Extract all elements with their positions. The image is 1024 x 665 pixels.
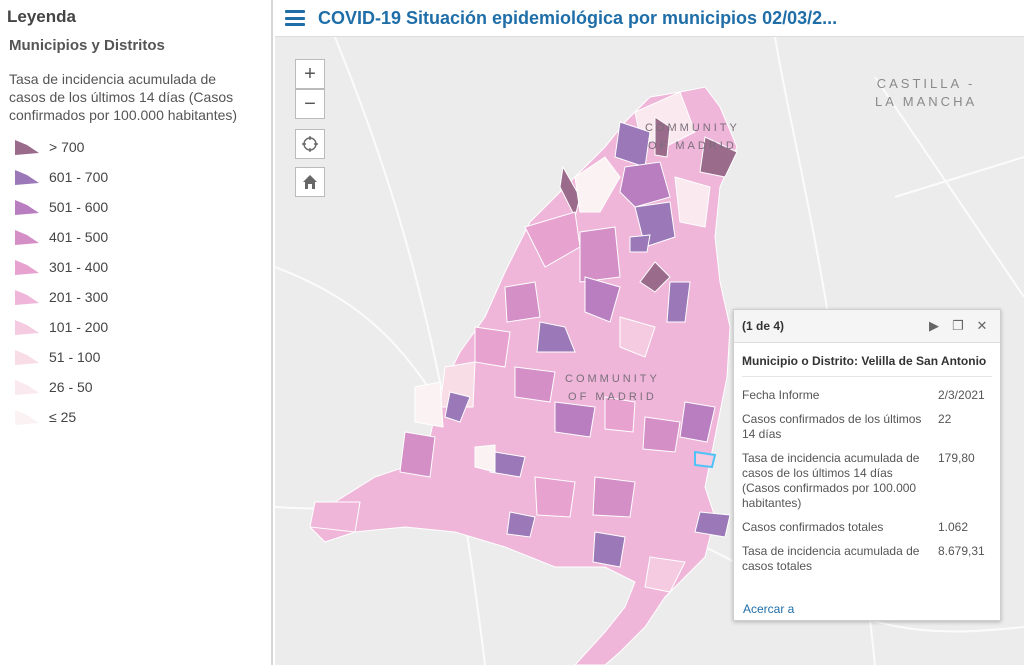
zoom-to-link[interactable]: Acercar a: [743, 602, 795, 616]
legend-panel: Leyenda Municipios y Distritos Tasa de i…: [0, 0, 273, 665]
legend-swatch-icon: [15, 140, 39, 155]
locate-button[interactable]: [295, 129, 325, 159]
legend-classes: > 700 601 - 700 501 - 600 401 - 500 301 …: [7, 132, 271, 432]
legend-item: 301 - 400: [7, 252, 271, 282]
choropleth-map[interactable]: [275, 37, 1024, 665]
legend-swatch-icon: [15, 410, 39, 425]
popup-attributes: Fecha Informe 2/3/2021 Casos confirmados …: [742, 385, 992, 580]
legend-swatch-icon: [15, 380, 39, 395]
legend-swatch-icon: [15, 350, 39, 365]
attribute-row: Tasa de incidencia acumulada de casos to…: [742, 544, 985, 573]
legend-swatch-icon: [15, 260, 39, 275]
close-icon[interactable]: ✕: [976, 318, 988, 333]
legend-item: 201 - 300: [7, 282, 271, 312]
app-title: COVID-19 Situación epidemiológica por mu…: [318, 7, 838, 28]
legend-item: 601 - 700: [7, 162, 271, 192]
popup-counter: (1 de 4): [742, 319, 785, 333]
feature-popup: (1 de 4) ▶ ❐ ✕ Municipio o Distrito: Vel…: [733, 309, 1001, 621]
popup-header: (1 de 4) ▶ ❐ ✕: [734, 310, 1000, 343]
legend-swatch-icon: [15, 230, 39, 245]
region-label: COMMUNITY OF MADRID: [645, 122, 740, 152]
attribute-row: Tasa de incidencia acumulada de casos de…: [742, 451, 975, 510]
attribute-row: Fecha Informe 2/3/2021: [742, 388, 985, 402]
popup-title: Municipio o Distrito: Velilla de San Ant…: [742, 354, 992, 377]
legend-item: 501 - 600: [7, 192, 271, 222]
legend-item: 26 - 50: [7, 372, 271, 402]
legend-title: Leyenda: [7, 7, 76, 26]
next-feature-icon[interactable]: ▶: [929, 318, 939, 333]
legend-item: 101 - 200: [7, 312, 271, 342]
zoom-out-button[interactable]: −: [295, 89, 325, 119]
legend-swatch-icon: [15, 290, 39, 305]
legend-item: ≤ 25: [7, 402, 271, 432]
legend-field-name: Tasa de incidencia acumulada de casos de…: [9, 71, 238, 123]
zoom-in-button[interactable]: +: [295, 59, 325, 89]
legend-swatch-icon: [15, 320, 39, 335]
region-label: COMMUNITY OF MADRID: [565, 373, 660, 403]
home-button[interactable]: [295, 167, 325, 197]
attribute-row: Casos confirmados totales 1.062: [742, 520, 969, 534]
app-header: COVID-19 Situación epidemiológica por mu…: [275, 0, 1024, 37]
legend-swatch-icon: [15, 200, 39, 215]
legend-swatch-icon: [15, 170, 39, 185]
home-icon: [303, 175, 317, 189]
attribute-row: Casos confirmados de los últimos 14 días…: [742, 412, 952, 441]
legend-item: 401 - 500: [7, 222, 271, 252]
dock-icon[interactable]: ❐: [952, 318, 964, 333]
legend-layer-name: Municipios y Distritos: [9, 37, 165, 54]
menu-icon[interactable]: [285, 10, 305, 26]
legend-item: 51 - 100: [7, 342, 271, 372]
legend-item: > 700: [7, 132, 271, 162]
region-label: CASTILLA - LA MANCHA: [875, 76, 978, 109]
crosshair-icon: [302, 136, 318, 152]
